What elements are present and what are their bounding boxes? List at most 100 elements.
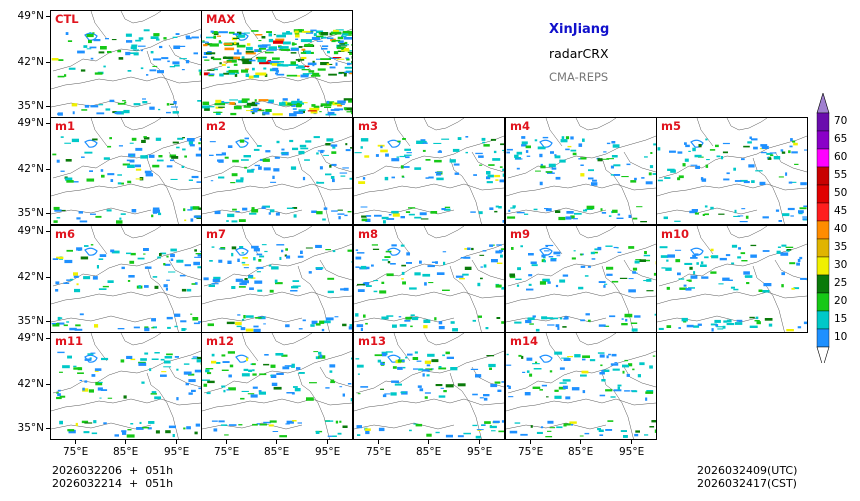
boundary-line <box>271 333 313 346</box>
boundary-line <box>297 265 330 332</box>
echo-cell <box>580 374 587 377</box>
echo-cell <box>342 425 348 428</box>
lon-tick <box>176 440 177 444</box>
echo-cell <box>479 164 483 166</box>
echo-cell <box>496 244 502 246</box>
echo-cell <box>119 217 122 220</box>
boundary-line <box>271 226 313 239</box>
echo-cell <box>584 275 589 277</box>
echo-cell <box>651 420 656 423</box>
echo-cell <box>514 157 521 160</box>
colorbar-segment <box>816 112 830 132</box>
echo-cell <box>181 165 185 168</box>
echo-cell <box>200 362 201 365</box>
echo-cell <box>158 108 161 111</box>
echo-cell <box>227 260 232 264</box>
echo-cell <box>253 75 260 78</box>
echo-cell <box>236 31 242 35</box>
panel-m11: m11 <box>50 332 202 440</box>
lon-tick-label: 75°E <box>214 446 240 458</box>
echo-cell <box>591 258 596 260</box>
echo-cell <box>541 384 547 387</box>
echo-cell <box>244 58 250 62</box>
echo-cell <box>258 166 262 170</box>
echo-cell <box>788 181 793 184</box>
lat-tick <box>46 338 50 339</box>
echo-cell <box>207 380 215 384</box>
echo-cell <box>573 250 576 252</box>
echo-cell <box>283 41 291 45</box>
echo-cell <box>639 259 646 262</box>
echo-cell <box>509 273 515 277</box>
echo-cell <box>304 159 310 161</box>
echo-cell <box>332 57 342 59</box>
colorbar-level-label: 50 <box>834 187 848 199</box>
echo-cell <box>617 251 622 253</box>
echo-cell <box>315 356 320 360</box>
boundary-line <box>507 243 656 287</box>
echo-cell <box>384 176 389 181</box>
echo-cell <box>336 58 345 60</box>
echo-cell <box>144 170 152 174</box>
echo-cell <box>622 364 629 368</box>
echo-cell <box>736 319 743 322</box>
echo-cell <box>548 256 554 258</box>
echo-cell <box>475 374 482 378</box>
echo-cell <box>285 248 288 251</box>
echo-cell <box>744 275 753 278</box>
echo-cell <box>248 75 254 79</box>
echo-cell <box>264 250 268 253</box>
echo-cell <box>83 45 88 48</box>
echo-cell <box>674 220 681 222</box>
echo-cell <box>330 381 336 384</box>
echo-cell <box>235 321 242 326</box>
echo-cell <box>716 155 721 158</box>
echo-cell <box>300 52 307 54</box>
echo-cell <box>604 283 608 285</box>
echo-cell <box>705 138 708 141</box>
echo-cell <box>170 253 175 258</box>
echo-cell <box>692 147 696 152</box>
echo-cell <box>521 355 524 359</box>
echo-cell <box>84 358 92 361</box>
echo-cell <box>678 327 681 329</box>
echo-cell <box>130 46 137 50</box>
echo-cell <box>248 274 254 277</box>
echo-cell <box>59 420 63 425</box>
echo-cell <box>791 287 795 290</box>
boundary-line <box>354 207 455 215</box>
echo-cell <box>295 38 299 40</box>
echo-cell <box>521 144 527 147</box>
echo-cell <box>123 109 130 114</box>
echo-cell <box>663 216 668 220</box>
echo-cell <box>360 265 367 270</box>
echo-cell <box>301 69 310 71</box>
echo-cell <box>311 210 317 213</box>
echo-cell <box>183 371 192 375</box>
lon-tick-label: 85°E <box>568 446 594 458</box>
colorbar-segment <box>816 130 830 150</box>
echo-cell <box>688 150 691 152</box>
echo-cell <box>396 156 400 158</box>
echo-cell <box>605 245 613 247</box>
echo-cell <box>678 278 685 280</box>
echo-cell <box>343 287 349 291</box>
echo-cell <box>262 111 270 115</box>
lon-tick <box>276 440 277 444</box>
echo-cell <box>57 389 61 392</box>
echo-cell <box>397 140 401 143</box>
echo-cell <box>191 283 196 285</box>
echo-cell <box>444 206 451 208</box>
echo-cell <box>525 145 531 149</box>
echo-cell <box>90 57 94 60</box>
echo-cell <box>206 392 211 395</box>
echo-cell <box>340 103 345 105</box>
echo-cell <box>531 264 538 267</box>
echo-cell <box>734 322 743 325</box>
echo-cell <box>542 278 550 282</box>
echo-cell <box>502 149 504 151</box>
echo-cell <box>122 100 126 102</box>
boundary-line <box>297 157 330 224</box>
boundary-line <box>120 333 162 346</box>
echo-cell <box>57 112 63 116</box>
